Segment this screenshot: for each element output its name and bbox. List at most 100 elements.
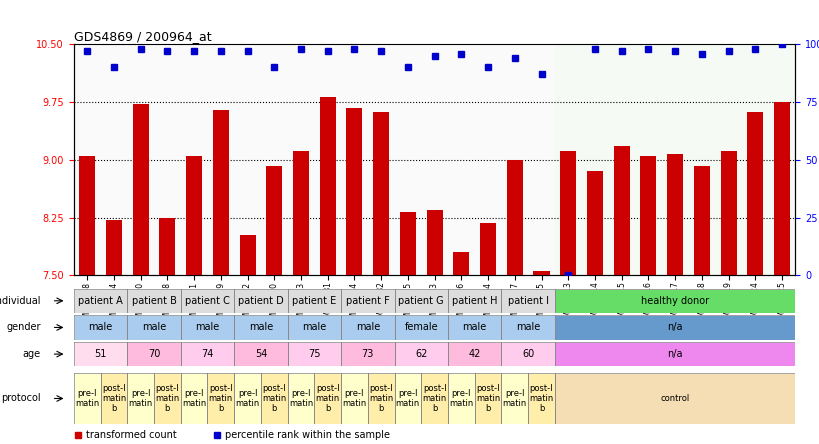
FancyBboxPatch shape [180, 373, 207, 424]
Text: 51: 51 [94, 349, 106, 359]
FancyBboxPatch shape [554, 373, 794, 424]
FancyBboxPatch shape [180, 289, 234, 313]
Text: individual: individual [0, 296, 41, 306]
Text: post-I
matin
b: post-I matin b [315, 384, 339, 413]
Text: male: male [515, 322, 540, 333]
Bar [500, 44, 554, 275]
FancyBboxPatch shape [394, 373, 421, 424]
Text: 60: 60 [522, 349, 534, 359]
FancyBboxPatch shape [127, 289, 180, 313]
Text: pre-I
matin: pre-I matin [288, 389, 313, 408]
FancyBboxPatch shape [500, 315, 554, 340]
FancyBboxPatch shape [127, 342, 180, 366]
Text: patient C: patient C [185, 296, 229, 306]
Bar [186, 156, 201, 275]
Text: post-I
matin
b: post-I matin b [475, 384, 500, 413]
Bar [159, 218, 175, 275]
Bar [746, 112, 762, 275]
FancyBboxPatch shape [74, 315, 127, 340]
Text: 62: 62 [414, 349, 427, 359]
FancyBboxPatch shape [207, 373, 234, 424]
FancyBboxPatch shape [341, 342, 394, 366]
Text: age: age [22, 349, 41, 359]
FancyBboxPatch shape [421, 373, 447, 424]
FancyBboxPatch shape [180, 315, 234, 340]
Bar [234, 44, 287, 275]
Bar [667, 154, 682, 275]
FancyBboxPatch shape [127, 373, 154, 424]
Text: pre-I
matin: pre-I matin [502, 389, 527, 408]
Text: 42: 42 [468, 349, 480, 359]
Bar [447, 44, 500, 275]
FancyBboxPatch shape [554, 315, 794, 340]
Text: post-I
matin
b: post-I matin b [369, 384, 393, 413]
Bar [133, 104, 148, 275]
FancyBboxPatch shape [180, 342, 234, 366]
FancyBboxPatch shape [101, 373, 127, 424]
Text: male: male [462, 322, 486, 333]
Text: pre-I
matin: pre-I matin [342, 389, 366, 408]
Text: 74: 74 [201, 349, 214, 359]
Text: pre-I
matin: pre-I matin [396, 389, 419, 408]
Text: pre-I
matin: pre-I matin [449, 389, 473, 408]
Text: female: female [404, 322, 437, 333]
Text: patient E: patient E [292, 296, 336, 306]
Text: percentile rank within the sample: percentile rank within the sample [225, 430, 390, 440]
Text: control: control [659, 394, 689, 403]
Text: 75: 75 [308, 349, 320, 359]
Text: post-I
matin
b: post-I matin b [155, 384, 179, 413]
Bar [559, 151, 576, 275]
Bar [479, 223, 495, 275]
FancyBboxPatch shape [74, 342, 127, 366]
Text: transformed count: transformed count [86, 430, 177, 440]
Text: pre-I
matin: pre-I matin [75, 389, 99, 408]
FancyBboxPatch shape [394, 289, 447, 313]
Bar [693, 166, 709, 275]
Bar [720, 151, 735, 275]
Text: 70: 70 [147, 349, 160, 359]
Bar [239, 235, 256, 275]
Text: patient D: patient D [238, 296, 283, 306]
Bar [586, 171, 602, 275]
FancyBboxPatch shape [341, 373, 368, 424]
FancyBboxPatch shape [500, 342, 554, 366]
FancyBboxPatch shape [287, 373, 314, 424]
Text: male: male [355, 322, 379, 333]
Text: male: male [142, 322, 166, 333]
FancyBboxPatch shape [500, 373, 527, 424]
Bar [773, 102, 789, 275]
Text: 54: 54 [255, 349, 267, 359]
Text: post-I
matin
b: post-I matin b [422, 384, 446, 413]
Bar [292, 151, 309, 275]
FancyBboxPatch shape [287, 315, 341, 340]
Text: protocol: protocol [1, 393, 41, 404]
FancyBboxPatch shape [341, 315, 394, 340]
Bar [74, 44, 127, 275]
Bar [79, 156, 95, 275]
FancyBboxPatch shape [554, 289, 794, 313]
Bar [554, 44, 794, 275]
Text: 73: 73 [361, 349, 373, 359]
FancyBboxPatch shape [74, 289, 127, 313]
FancyBboxPatch shape [314, 373, 341, 424]
Bar [319, 97, 335, 275]
Text: post-I
matin
b: post-I matin b [102, 384, 126, 413]
Bar [266, 166, 282, 275]
Bar [212, 110, 229, 275]
Text: pre-I
matin: pre-I matin [182, 389, 206, 408]
FancyBboxPatch shape [447, 289, 500, 313]
FancyBboxPatch shape [260, 373, 287, 424]
Text: male: male [88, 322, 112, 333]
Bar [453, 252, 468, 275]
FancyBboxPatch shape [341, 289, 394, 313]
FancyBboxPatch shape [447, 315, 500, 340]
Text: male: male [248, 322, 273, 333]
FancyBboxPatch shape [474, 373, 500, 424]
Text: patient B: patient B [131, 296, 176, 306]
FancyBboxPatch shape [554, 342, 794, 366]
FancyBboxPatch shape [447, 342, 500, 366]
FancyBboxPatch shape [527, 373, 554, 424]
Bar [346, 107, 362, 275]
Bar [426, 210, 442, 275]
Text: pre-I
matin: pre-I matin [235, 389, 260, 408]
